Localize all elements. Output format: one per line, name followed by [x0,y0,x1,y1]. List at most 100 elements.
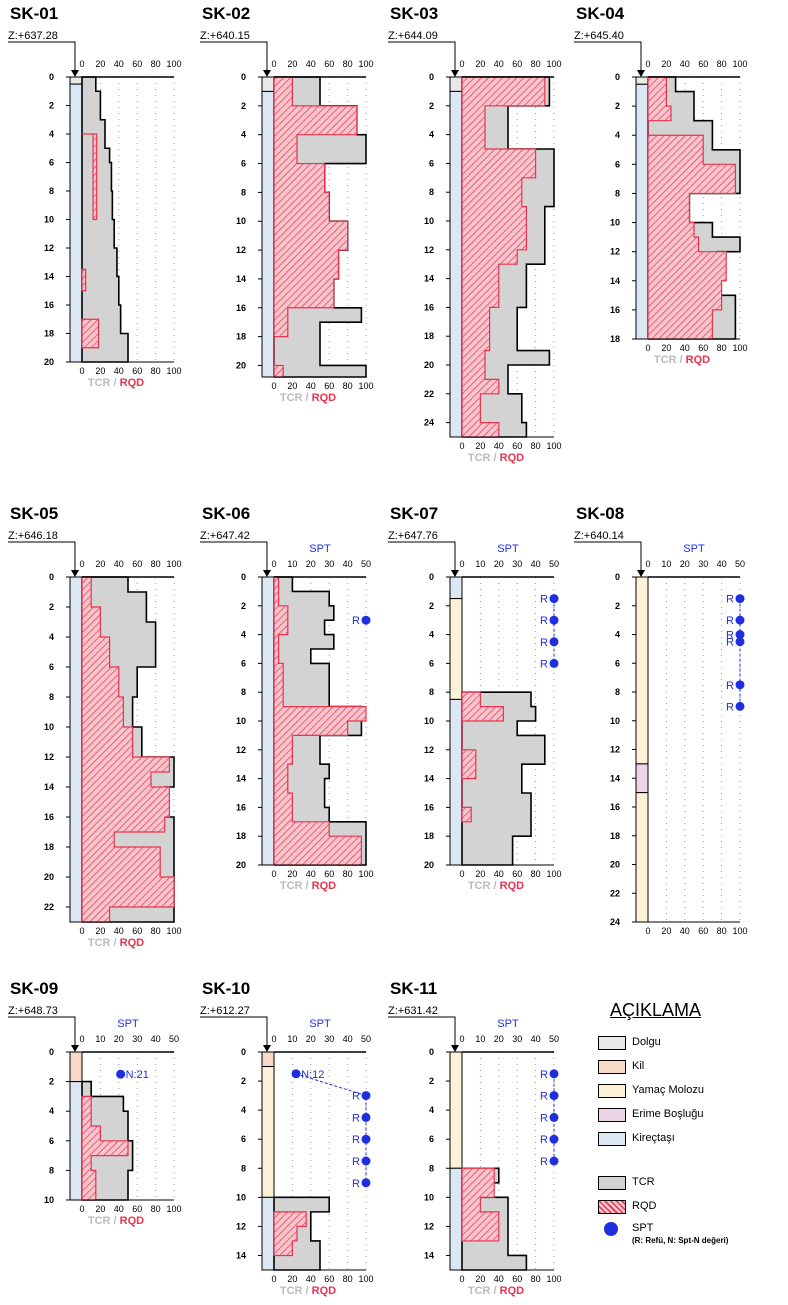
depth-tick-label: 18 [610,334,620,344]
spt-axis-title: SPT [309,1018,331,1030]
depth-tick-label: 12 [610,247,620,257]
depth-tick-label: 6 [429,1134,434,1144]
depth-tick-label: 18 [424,331,434,341]
depth-tick-label: 12 [236,1221,246,1231]
depth-tick-label: 20 [236,360,246,370]
x-tick-label-bottom: 20 [661,343,671,353]
tcr-tick-label: 20 [287,869,297,879]
x-tick-label-top: 80 [343,59,353,69]
x-tick-label-top: 40 [306,59,316,69]
spt-point [361,1178,371,1188]
depth-tick-label: 14 [610,773,620,783]
rqd-area [273,76,358,378]
spt-label: R [352,1134,360,1146]
depth-tick-label: 20 [44,872,54,882]
depth-tick-label: 18 [610,831,620,841]
depth-tick-label: 2 [49,101,54,111]
depth-tick-label: 16 [424,802,434,812]
x-tick-label-top: 60 [132,59,142,69]
spt-tick-label: 50 [361,1034,371,1044]
x-tick-label-top: 100 [546,59,561,69]
depth-tick-label: 16 [610,802,620,812]
depth-tick-label: 8 [241,187,246,197]
depth-tick-label: 8 [241,1163,246,1173]
borehole-elevation: Z:+631.42 [388,1005,438,1017]
tcr-tick-label: 80 [531,869,541,879]
borehole-elevation: Z:+640.14 [574,530,624,542]
ground-level-marker [71,70,79,77]
spt-point [291,1069,301,1079]
spt-label: R [726,680,734,692]
spt-label: R [352,1091,360,1103]
legend-swatch-kirectasi [598,1132,626,1146]
legend-swatch-erime-boslugu [598,1108,626,1122]
x-tick-label-top: 20 [95,59,105,69]
x-tick-label-top: 80 [717,59,727,69]
x-tick-label-bottom: 100 [546,441,561,451]
spt-tick-label: 40 [717,559,727,569]
spt-point [549,1134,559,1144]
tcr-tick-label: 40 [680,926,690,936]
lithology-layer [635,576,649,765]
x-tick-label-bottom: 20 [95,366,105,376]
depth-tick-label: 4 [615,630,620,640]
depth-tick-label: 4 [615,130,620,140]
spt-tick-label: 30 [512,559,522,569]
depth-tick-label: 2 [241,101,246,111]
spt-tick-label: 40 [343,559,353,569]
spt-tick-label: 0 [645,559,650,569]
legend-spt-note-text: (R: Refü, N: Spt-N değeri) [632,1236,729,1245]
borehole-title: SK-05 [10,504,58,523]
depth-tick-label: 14 [44,272,54,282]
depth-tick-label: 10 [610,716,620,726]
spt-label: R [540,658,548,670]
tcr-rqd-axis-title: TCR / RQD [468,880,524,892]
depth-tick-label: 2 [49,1077,54,1087]
depth-tick-label: 0 [241,72,246,82]
depth-tick-label: 24 [424,418,434,428]
depth-tick-label: 4 [429,1105,434,1115]
tcr-tick-label: 100 [732,926,747,936]
depth-tick-label: 20 [610,860,620,870]
spt-tick-label: 20 [114,1034,124,1044]
depth-tick-label: 6 [615,658,620,668]
spt-tick-label: 20 [494,1034,504,1044]
depth-tick-label: 16 [610,305,620,315]
spt-axis-title: SPT [497,543,519,555]
lithology-layer [69,1051,83,1083]
spt-point [549,1156,559,1166]
tcr-tick-label: 20 [661,926,671,936]
depth-tick-label: 14 [424,774,434,784]
depth-tick-label: 12 [424,745,434,755]
depth-tick-label: 16 [44,812,54,822]
lithology-layer [449,90,463,438]
spt-tick-label: 10 [475,559,485,569]
depth-tick-label: 6 [241,658,246,668]
depth-tick-label: 10 [610,218,620,228]
elevation-leader-line [574,541,642,572]
legend-label-rqd: RQD [632,1200,657,1212]
spt-tick-label: 10 [95,1034,105,1044]
depth-tick-label: 6 [49,1136,54,1146]
spt-tick-label: 50 [549,1034,559,1044]
x-tick-label-top: 80 [151,59,161,69]
depth-tick-label: 6 [429,658,434,668]
lithology-layer [449,698,463,866]
x-tick-label-bottom: 100 [166,926,181,936]
spt-axis-title: SPT [117,1018,139,1030]
borehole-panel-sk-06: SK-06 Z:+647.42 0 2 4 6 8 10 12 14 16 18 20 0 10 20 30 40… [200,504,374,892]
depth-tick-label: 6 [615,159,620,169]
borehole-panel-sk-04: SK-04 Z:+645.40 0 2 4 6 8 10 12 14 16 18 0 20 40 60 80 10… [574,4,748,366]
depth-tick-label: 2 [429,101,434,111]
lithology-layer [69,83,83,363]
x-tick-label-bottom: 0 [271,381,276,391]
ground-level-marker [263,570,271,577]
x-tick-label-top: 0 [79,59,84,69]
tcr-tick-label: 40 [114,1204,124,1214]
spt-label: R [540,1069,548,1081]
depth-tick-label: 4 [241,1105,246,1115]
borehole-title: SK-11 [390,979,437,998]
x-tick-label-top: 60 [512,59,522,69]
